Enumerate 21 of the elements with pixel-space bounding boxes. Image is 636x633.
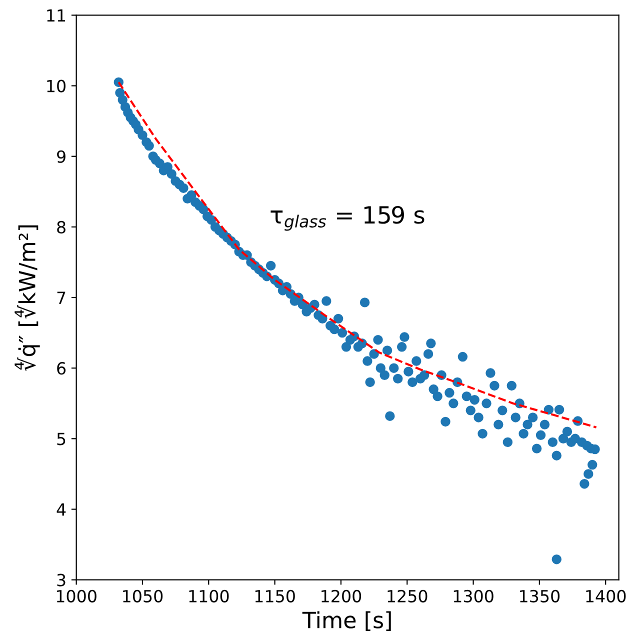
y-tick-label: 9 xyxy=(57,150,66,163)
y-tick-label: 7 xyxy=(57,292,66,304)
x-tick-label: 1300 xyxy=(454,590,494,602)
y-tick-label: 6 xyxy=(57,362,66,375)
annotation: τ$_{glass}$ = 159 s xyxy=(270,206,424,231)
x-tick-label: 1050 xyxy=(123,590,163,602)
y-tick-label: 11 xyxy=(47,9,66,22)
x-tick-label: 1400 xyxy=(586,590,626,602)
y-tick-label: 4 xyxy=(56,503,66,516)
x-axis-title: Time [s] xyxy=(302,611,391,632)
x-tick-label: 1350 xyxy=(520,590,560,602)
x-tick-label: 1150 xyxy=(255,590,295,602)
x-tick-label: 1000 xyxy=(56,590,96,602)
y-axis-title: ∜q̇″ [∜kW/m²] xyxy=(14,225,40,371)
x-tick-label: 1100 xyxy=(189,590,229,602)
y-tick-label: 10 xyxy=(47,80,66,92)
y-tick-label: 8 xyxy=(57,220,66,234)
y-tick-label: 5 xyxy=(57,432,66,446)
y-tick-label: 3 xyxy=(57,574,66,586)
x-tick-label: 1200 xyxy=(322,590,362,602)
x-tick-label: 1250 xyxy=(388,590,428,602)
